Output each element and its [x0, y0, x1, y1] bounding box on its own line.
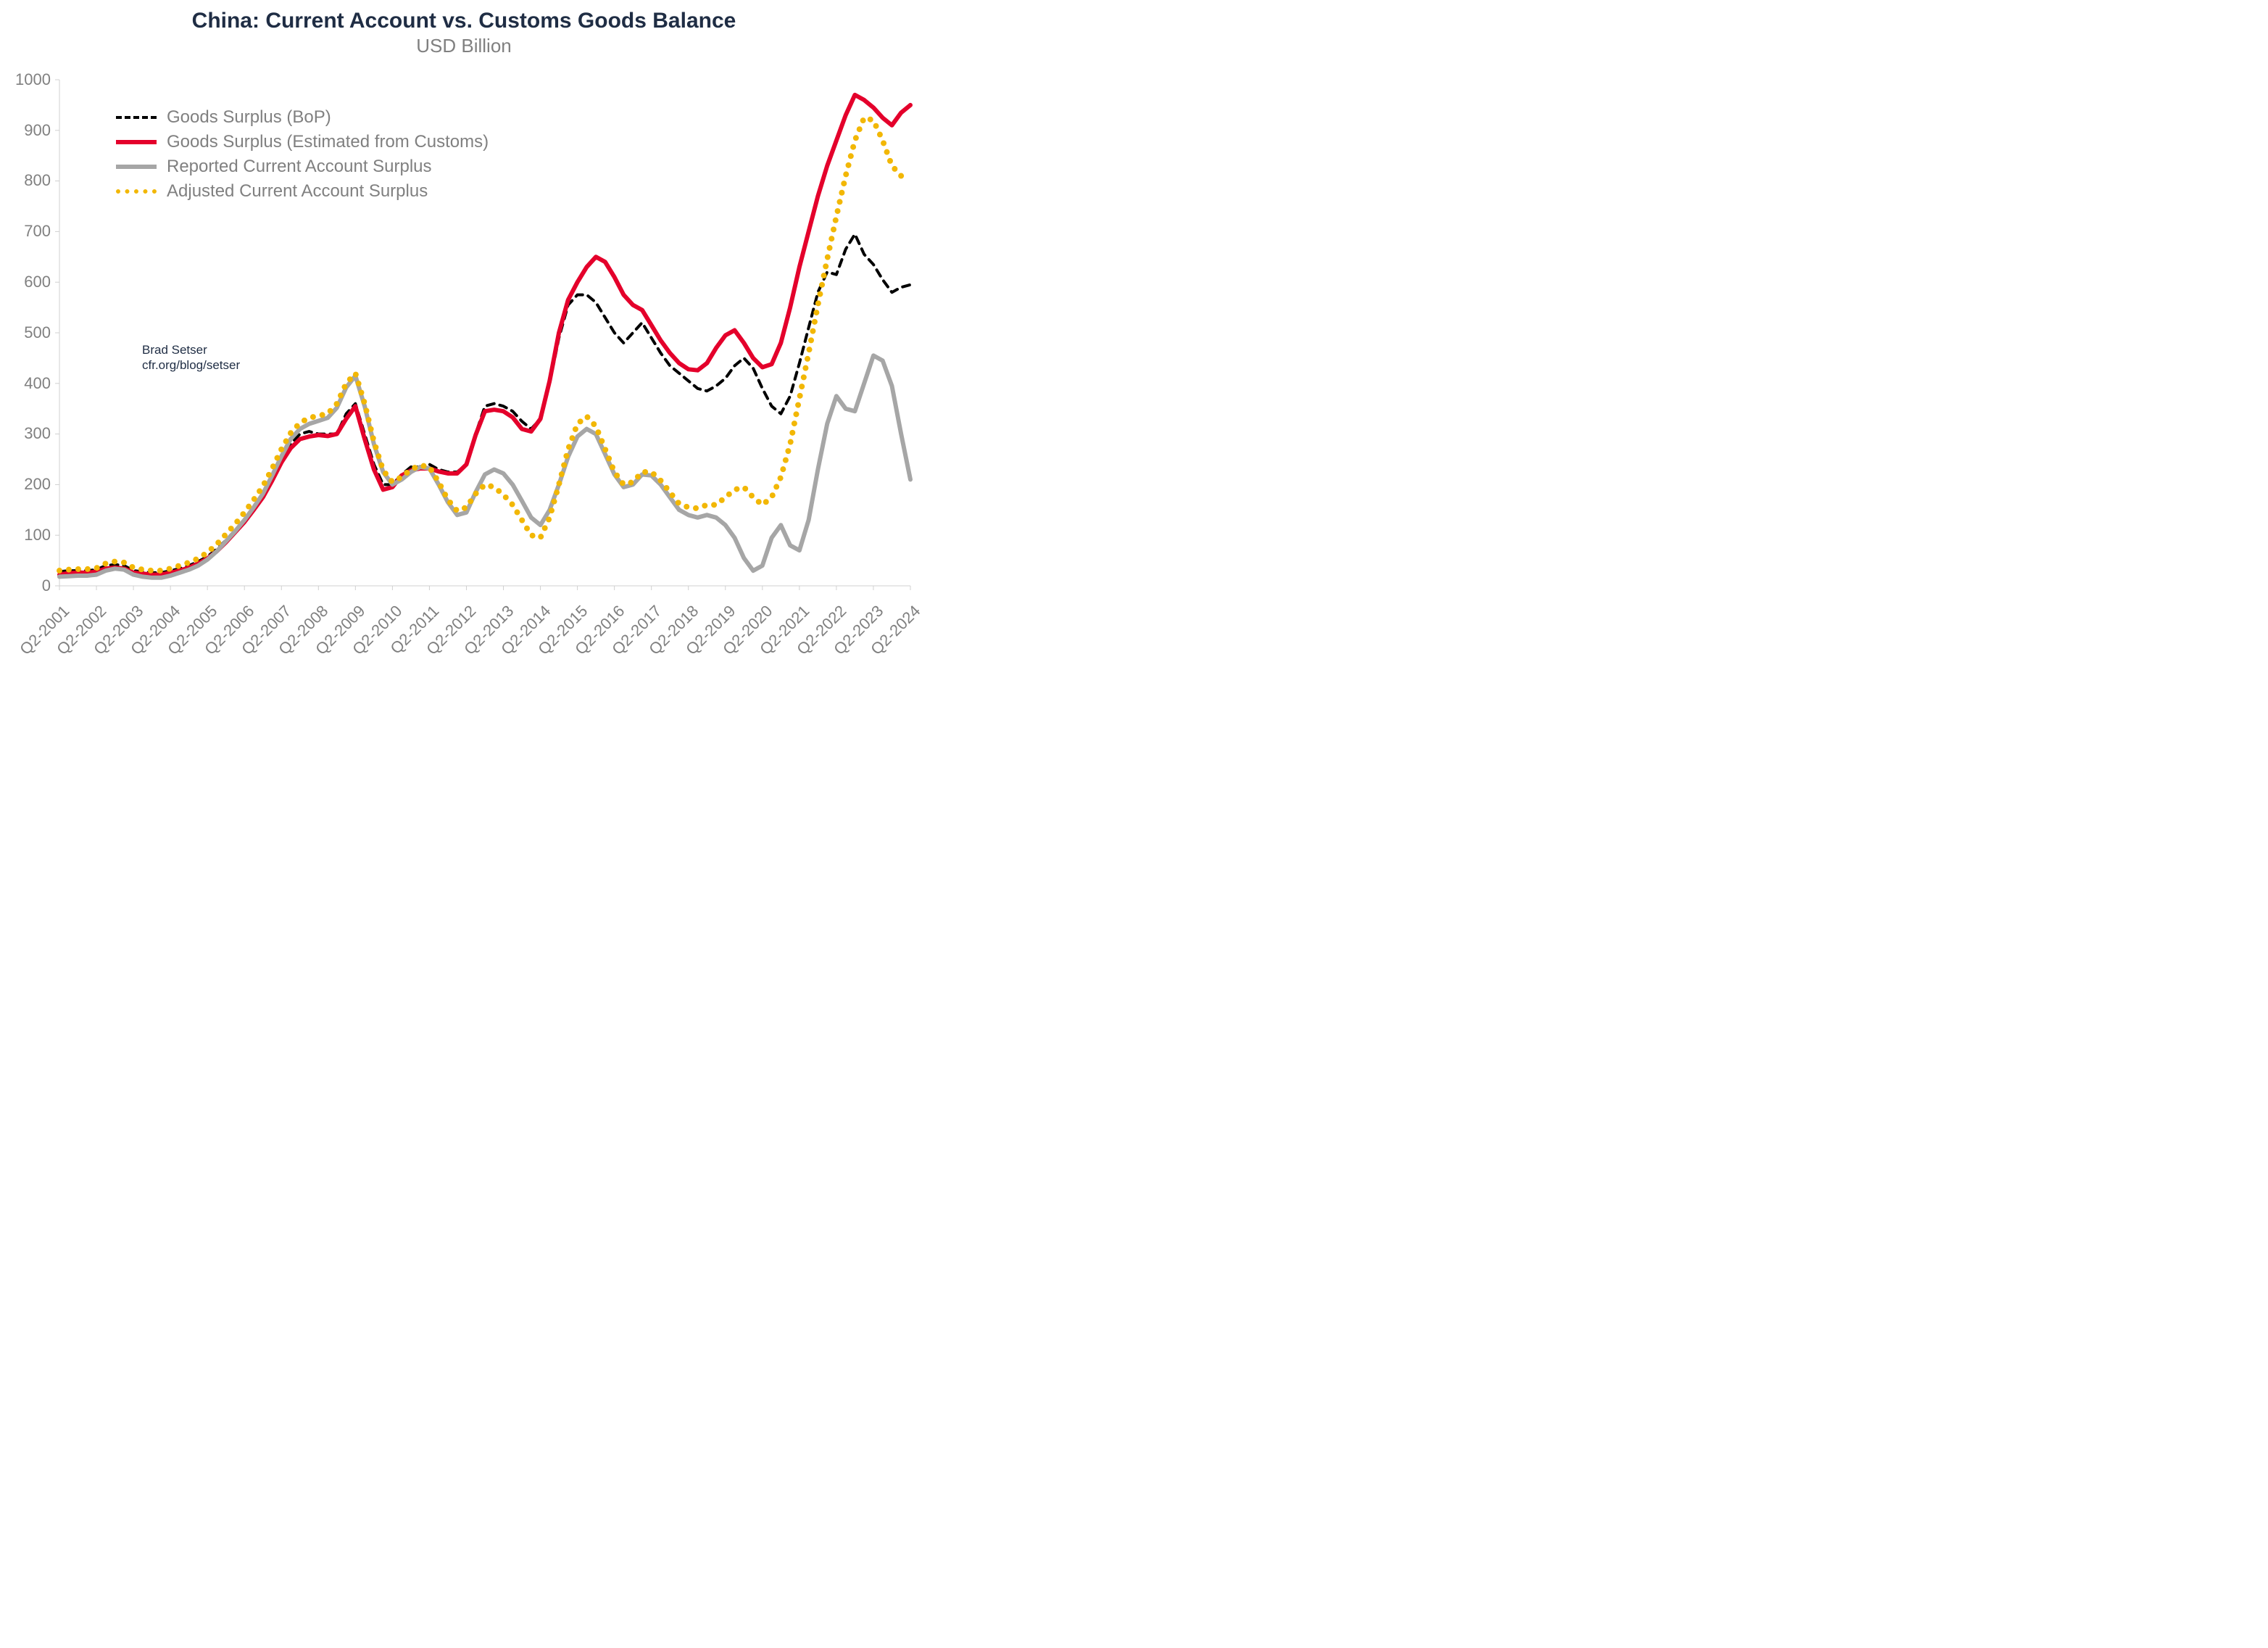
y-tick-label: 0 — [0, 576, 51, 595]
chart-container: China: Current Account vs. Customs Goods… — [0, 0, 928, 674]
legend-label: Goods Surplus (BoP) — [167, 107, 331, 128]
y-tick-label: 600 — [0, 273, 51, 291]
attribution-line2: cfr.org/blog/setser — [142, 357, 240, 373]
y-tick-label: 200 — [0, 475, 51, 494]
y-tick-label: 900 — [0, 121, 51, 140]
legend-swatch — [116, 189, 157, 194]
y-tick-label: 300 — [0, 424, 51, 443]
y-tick-label: 1000 — [0, 70, 51, 89]
legend: Goods Surplus (BoP) Goods Surplus (Estima… — [116, 107, 489, 206]
legend-label: Reported Current Account Surplus — [167, 157, 432, 177]
legend-item: Goods Surplus (Estimated from Customs) — [116, 132, 489, 152]
legend-swatch — [116, 165, 157, 169]
y-tick-label: 100 — [0, 526, 51, 544]
legend-swatch — [116, 116, 157, 119]
legend-label: Goods Surplus (Estimated from Customs) — [167, 132, 489, 152]
legend-item: Adjusted Current Account Surplus — [116, 181, 489, 202]
legend-item: Reported Current Account Surplus — [116, 157, 489, 177]
legend-label: Adjusted Current Account Surplus — [167, 181, 428, 202]
attribution: Brad Setser cfr.org/blog/setser — [142, 342, 240, 373]
chart-svg — [0, 0, 928, 674]
y-tick-label: 700 — [0, 222, 51, 241]
attribution-line1: Brad Setser — [142, 342, 240, 357]
y-tick-label: 400 — [0, 374, 51, 393]
legend-item: Goods Surplus (BoP) — [116, 107, 489, 128]
legend-swatch — [116, 140, 157, 144]
y-tick-label: 800 — [0, 171, 51, 190]
y-tick-label: 500 — [0, 323, 51, 342]
